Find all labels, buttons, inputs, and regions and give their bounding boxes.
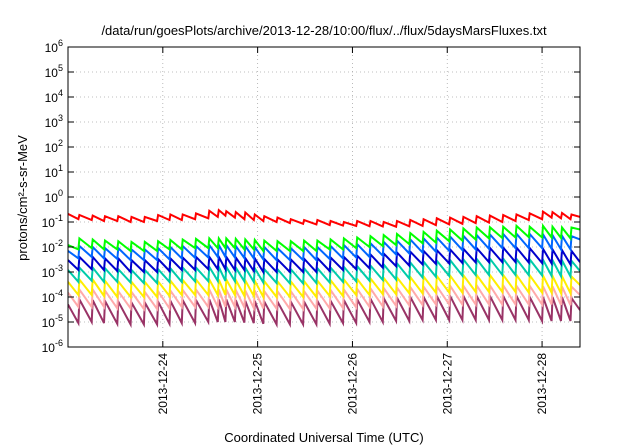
y-tick-label: 100 bbox=[45, 188, 63, 205]
y-tick-label-base: 10 bbox=[42, 241, 56, 255]
y-tick-label: 10-4 bbox=[42, 288, 63, 305]
y-tick-label-exponent: 2 bbox=[58, 138, 63, 148]
y-tick-label-exponent: 3 bbox=[58, 113, 63, 123]
y-tick-label-base: 10 bbox=[45, 66, 59, 80]
y-tick-label-exponent: -6 bbox=[55, 338, 63, 348]
y-axis: 10-610-510-410-310-210-11001011021031041… bbox=[42, 38, 580, 355]
y-tick-label-base: 10 bbox=[42, 341, 56, 355]
y-tick-label-base: 10 bbox=[42, 266, 56, 280]
y-tick-label: 104 bbox=[45, 88, 63, 105]
y-tick-label: 102 bbox=[45, 138, 63, 155]
x-tick-label: 2013-12-24 bbox=[156, 353, 170, 415]
y-tick-label: 103 bbox=[45, 113, 63, 130]
y-tick-label-base: 10 bbox=[45, 116, 59, 130]
x-tick-label: 2013-12-26 bbox=[345, 353, 359, 415]
y-tick-label-exponent: -2 bbox=[55, 238, 63, 248]
x-tick-label: 2013-12-27 bbox=[440, 353, 454, 415]
x-axis-label: Coordinated Universal Time (UTC) bbox=[224, 430, 423, 445]
y-tick-label-base: 10 bbox=[42, 291, 56, 305]
y-tick-label-base: 10 bbox=[45, 141, 59, 155]
y-tick-label-base: 10 bbox=[42, 216, 56, 230]
y-tick-label-base: 10 bbox=[45, 166, 59, 180]
y-tick-label-exponent: 5 bbox=[58, 63, 63, 73]
y-tick-label: 106 bbox=[45, 38, 63, 55]
y-tick-label-exponent: -3 bbox=[55, 263, 63, 273]
y-tick-label: 101 bbox=[45, 163, 63, 180]
grid bbox=[68, 47, 580, 347]
y-tick-label-base: 10 bbox=[45, 191, 59, 205]
y-tick-label-base: 10 bbox=[42, 316, 56, 330]
y-tick-label-exponent: -4 bbox=[55, 288, 63, 298]
y-tick-label: 10-5 bbox=[42, 313, 63, 330]
x-axis: 2013-12-24 2013-12-25 2013-12-26 2013-12-27… bbox=[156, 47, 549, 414]
x-tick-label: 2013-12-28 bbox=[535, 353, 549, 415]
y-tick-label-base: 10 bbox=[45, 91, 59, 105]
y-tick-label: 10-6 bbox=[42, 338, 63, 355]
chart-title: /data/run/goesPlots/archive/2013-12-28/1… bbox=[101, 23, 547, 38]
y-tick-label-exponent: -5 bbox=[55, 313, 63, 323]
y-tick-label: 10-2 bbox=[42, 238, 63, 255]
y-tick-label: 105 bbox=[45, 63, 63, 80]
y-tick-label: 10-3 bbox=[42, 263, 63, 280]
x-tick-label: 2013-12-25 bbox=[251, 353, 265, 415]
y-tick-label-exponent: 0 bbox=[58, 188, 63, 198]
series-group bbox=[68, 208, 580, 329]
y-tick-label-exponent: 1 bbox=[58, 163, 63, 173]
y-tick-label-exponent: 6 bbox=[58, 38, 63, 48]
y-tick-label-exponent: -1 bbox=[55, 213, 63, 223]
series-line bbox=[68, 208, 580, 229]
y-tick-label-base: 10 bbox=[45, 41, 59, 55]
y-axis-label: protons/cm²-s-sr-MeV bbox=[15, 135, 30, 261]
y-tick-label-exponent: 4 bbox=[58, 88, 63, 98]
series-line bbox=[68, 223, 580, 254]
y-tick-label: 10-1 bbox=[42, 213, 63, 230]
